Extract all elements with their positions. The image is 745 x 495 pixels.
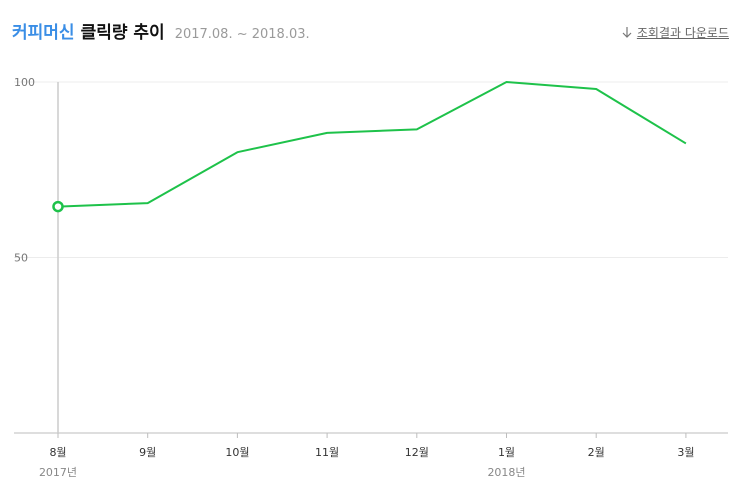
y-tick-label: 50	[14, 252, 28, 265]
download-label: 조회결과 다운로드	[636, 26, 729, 40]
year-label: 2018년	[487, 466, 525, 479]
x-tick-label: 10월	[225, 446, 249, 459]
y-tick-label: 100	[14, 76, 35, 89]
data-point[interactable]	[145, 200, 151, 206]
chart-header: 커피머신 클릭량 추이 2017.08. ~ 2018.03.	[12, 18, 310, 48]
data-point[interactable]	[414, 126, 420, 132]
x-tick-label: 9월	[139, 446, 156, 459]
highlighted-data-point[interactable]	[52, 200, 64, 213]
chart-title: 클릭량 추이	[80, 23, 165, 43]
download-results-link[interactable]: 조회결과 다운로드	[621, 24, 729, 41]
year-label: 2017년	[39, 466, 77, 479]
data-point[interactable]	[593, 86, 599, 92]
download-arrow-icon	[622, 27, 632, 38]
x-tick-label: 3월	[677, 446, 694, 459]
keyword-label: 커피머신	[12, 23, 75, 43]
data-point[interactable]	[504, 79, 510, 85]
data-point[interactable]	[234, 149, 240, 155]
data-point[interactable]	[324, 130, 330, 136]
x-tick-label: 12월	[405, 446, 429, 459]
x-tick-label: 1월	[498, 446, 515, 459]
period-label: 2017.08. ~ 2018.03.	[174, 27, 310, 42]
x-tick-label: 2월	[588, 446, 605, 459]
data-point[interactable]	[683, 140, 689, 146]
x-tick-label: 11월	[315, 446, 339, 459]
x-tick-label: 8월	[49, 446, 66, 459]
series-line	[57, 81, 687, 208]
